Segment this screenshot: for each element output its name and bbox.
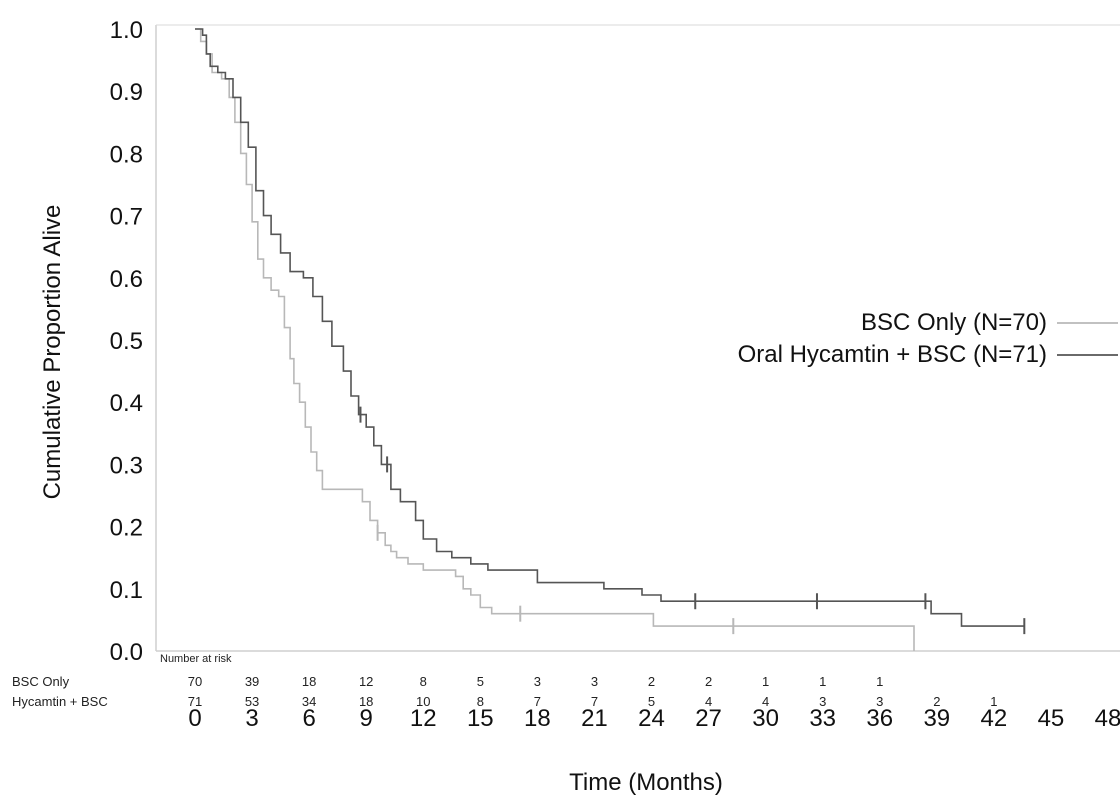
risk-value: 10 [416, 694, 430, 709]
y-tick-label: 0.8 [110, 141, 143, 168]
risk-value: 3 [534, 674, 541, 689]
risk-value: 2 [648, 674, 655, 689]
risk-value: 34 [302, 694, 316, 709]
y-axis-title: Cumulative Proportion Alive [39, 205, 66, 500]
risk-value: 70 [188, 674, 202, 689]
risk-value: 12 [359, 674, 373, 689]
x-tick-label: 21 [581, 705, 608, 732]
risk-value: 18 [359, 694, 373, 709]
legend-label-0: BSC Only (N=70) [861, 309, 1047, 336]
x-axis-title: Time (Months) [569, 769, 723, 796]
x-tick-label: 36 [866, 705, 893, 732]
y-tick-label: 0.1 [110, 577, 143, 604]
risk-row-label: BSC Only [12, 674, 70, 689]
series-line-1 [195, 28, 1025, 627]
x-tick-label: 39 [923, 705, 950, 732]
x-tick-label: 45 [1038, 705, 1065, 732]
risk-value: 4 [762, 694, 769, 709]
y-tick-label: 0.0 [110, 639, 143, 666]
risk-value: 71 [188, 694, 202, 709]
risk-value: 53 [245, 694, 259, 709]
x-tick-label: 48 [1095, 705, 1120, 732]
x-tick-label: 33 [809, 705, 836, 732]
x-tick-label: 24 [638, 705, 665, 732]
risk-value: 1 [762, 674, 769, 689]
risk-value: 1 [876, 674, 883, 689]
risk-value: 8 [420, 674, 427, 689]
risk-value: 1 [819, 674, 826, 689]
y-tick-label: 0.4 [110, 390, 143, 417]
risk-value: 18 [302, 674, 316, 689]
risk-value: 5 [477, 674, 484, 689]
x-tick-label: 42 [981, 705, 1008, 732]
y-tick-label: 0.3 [110, 452, 143, 479]
risk-value: 3 [819, 694, 826, 709]
risk-row-label: Hycamtin + BSC [12, 694, 108, 709]
risk-value: 7 [534, 694, 541, 709]
y-tick-label: 0.2 [110, 515, 143, 542]
y-tick-label: 0.7 [110, 204, 143, 231]
risk-value: 8 [477, 694, 484, 709]
y-tick-label: 1.0 [110, 17, 143, 44]
risk-value: 5 [648, 694, 655, 709]
x-tick-label: 27 [695, 705, 722, 732]
x-tick-label: 3 [245, 705, 258, 732]
x-tick-label: 9 [360, 705, 373, 732]
x-tick-label: 6 [302, 705, 315, 732]
risk-value: 7 [591, 694, 598, 709]
risk-value: 3 [591, 674, 598, 689]
series-layer [195, 28, 1026, 651]
legend: BSC Only (N=70) Oral Hycamtin + BSC (N=71… [738, 309, 1118, 368]
risk-value: 2 [705, 674, 712, 689]
y-tick-label: 0.9 [110, 79, 143, 106]
risk-value: 1 [990, 694, 997, 709]
x-tick-label: 30 [752, 705, 779, 732]
x-tick-label: 15 [467, 705, 494, 732]
x-tick-label: 12 [410, 705, 437, 732]
risk-table-header: Number at risk [160, 653, 232, 665]
risk-value: 3 [876, 694, 883, 709]
risk-value: 4 [705, 694, 712, 709]
y-tick-label: 0.5 [110, 328, 143, 355]
y-tick-labels: 0.0 0.1 0.2 0.3 0.4 0.5 0.6 0.7 0.8 0.9 1.0 [110, 17, 143, 666]
risk-value: 39 [245, 674, 259, 689]
y-tick-label: 0.6 [110, 266, 143, 293]
x-tick-label: 0 [188, 705, 201, 732]
legend-label-1: Oral Hycamtin + BSC (N=71) [738, 341, 1047, 368]
series-line-0 [195, 28, 915, 651]
risk-value: 2 [933, 694, 940, 709]
x-tick-labels: 0 3 6 9 12 15 18 21 24 27 30 33 36 39 42 45 48 [188, 705, 1120, 732]
x-tick-label: 18 [524, 705, 551, 732]
